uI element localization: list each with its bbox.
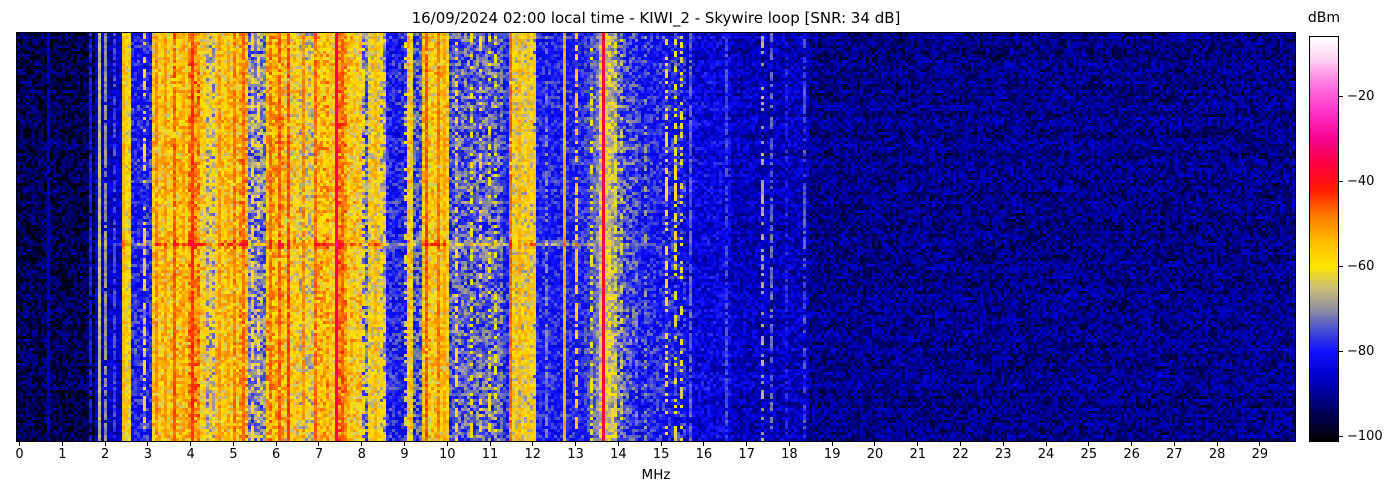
x-tick-label: 22 xyxy=(952,447,969,462)
x-tick-label: 8 xyxy=(357,447,366,462)
x-tick-mark xyxy=(404,442,405,446)
x-tick-mark xyxy=(1045,442,1047,446)
x-tick-mark xyxy=(275,442,277,446)
x-tick-mark xyxy=(1002,442,1004,446)
x-tick-mark xyxy=(1259,442,1261,446)
colorbar-tick-label: −100 xyxy=(1347,429,1383,445)
colorbar-tick-mark xyxy=(1339,266,1343,268)
x-tick-label: 13 xyxy=(567,447,584,462)
x-tick-label: 17 xyxy=(738,447,755,462)
x-tick-label: 24 xyxy=(1037,447,1055,462)
x-tick-label: 25 xyxy=(1080,447,1098,462)
x-tick-mark xyxy=(831,442,833,446)
x-tick-mark xyxy=(446,442,448,446)
x-tick-label: 7 xyxy=(314,447,324,462)
x-tick-mark xyxy=(917,442,919,446)
x-tick-mark xyxy=(361,442,363,446)
x-tick-label: 26 xyxy=(1123,447,1140,462)
x-tick-label: 9 xyxy=(400,447,409,462)
x-tick-mark xyxy=(746,442,748,446)
x-tick-mark xyxy=(703,442,705,446)
colorbar-tick-mark xyxy=(1339,351,1343,353)
x-tick-label: 18 xyxy=(781,447,798,462)
colorbar-tick-mark xyxy=(1339,96,1343,98)
colorbar-tick-label: −40 xyxy=(1347,174,1375,190)
x-tick-mark xyxy=(1216,442,1218,446)
x-tick-mark xyxy=(19,442,21,446)
chart-title: 16/09/2024 02:00 local time - KIWI_2 - S… xyxy=(411,9,901,27)
x-tick-mark xyxy=(489,442,491,446)
x-tick-label: 3 xyxy=(143,447,153,462)
colorbar-tick-label: −60 xyxy=(1347,259,1375,275)
x-tick-mark xyxy=(788,442,790,446)
x-tick-label: 14 xyxy=(610,447,627,462)
colorbar-tick-mark xyxy=(1339,181,1343,183)
x-tick-label: 5 xyxy=(229,447,238,462)
x-tick-label: 27 xyxy=(1166,447,1183,462)
x-tick-label: 0 xyxy=(15,447,24,462)
x-tick-mark xyxy=(1131,442,1133,446)
x-tick-mark xyxy=(104,442,106,446)
x-tick-label: 16 xyxy=(695,447,713,462)
x-tick-mark xyxy=(318,442,320,446)
colorbar-tick-label: −20 xyxy=(1347,89,1375,105)
x-tick-label: 6 xyxy=(272,447,281,462)
x-tick-mark xyxy=(1173,442,1175,446)
x-tick-label: 12 xyxy=(524,447,542,462)
x-tick-label: 28 xyxy=(1208,447,1226,462)
colorbar-tick-mark xyxy=(1339,436,1343,438)
colorbar-label: dBm xyxy=(1307,10,1341,26)
x-tick-label: 21 xyxy=(909,447,927,462)
colorbar-gradient-canvas xyxy=(1310,37,1338,441)
x-tick-label: 2 xyxy=(100,447,110,462)
x-tick-label: 15 xyxy=(652,447,670,462)
x-tick-mark xyxy=(575,442,577,446)
x-tick-mark xyxy=(617,442,619,446)
x-tick-mark xyxy=(874,442,876,446)
colorbar xyxy=(1309,36,1339,442)
colorbar-tick-label: −80 xyxy=(1347,344,1375,360)
x-tick-label: 23 xyxy=(995,447,1012,462)
spectrogram-plot-area xyxy=(16,32,1296,442)
x-tick-label: 20 xyxy=(866,447,884,462)
x-tick-label: 29 xyxy=(1251,447,1269,462)
x-tick-mark xyxy=(532,442,534,446)
x-tick-label: 19 xyxy=(823,447,841,462)
x-tick-mark xyxy=(147,442,149,446)
x-tick-label: 11 xyxy=(481,447,499,462)
x-tick-label: 4 xyxy=(186,447,195,462)
x-tick-mark xyxy=(960,442,962,446)
waterfall-canvas xyxy=(17,33,1295,441)
x-tick-mark xyxy=(1088,442,1090,446)
x-tick-mark xyxy=(232,442,234,446)
x-tick-label: 1 xyxy=(58,447,67,462)
x-tick-mark xyxy=(190,442,192,446)
x-axis-label: MHz xyxy=(641,467,671,483)
x-tick-label: 10 xyxy=(438,447,456,462)
x-tick-mark xyxy=(61,442,63,446)
x-tick-mark xyxy=(660,442,662,446)
